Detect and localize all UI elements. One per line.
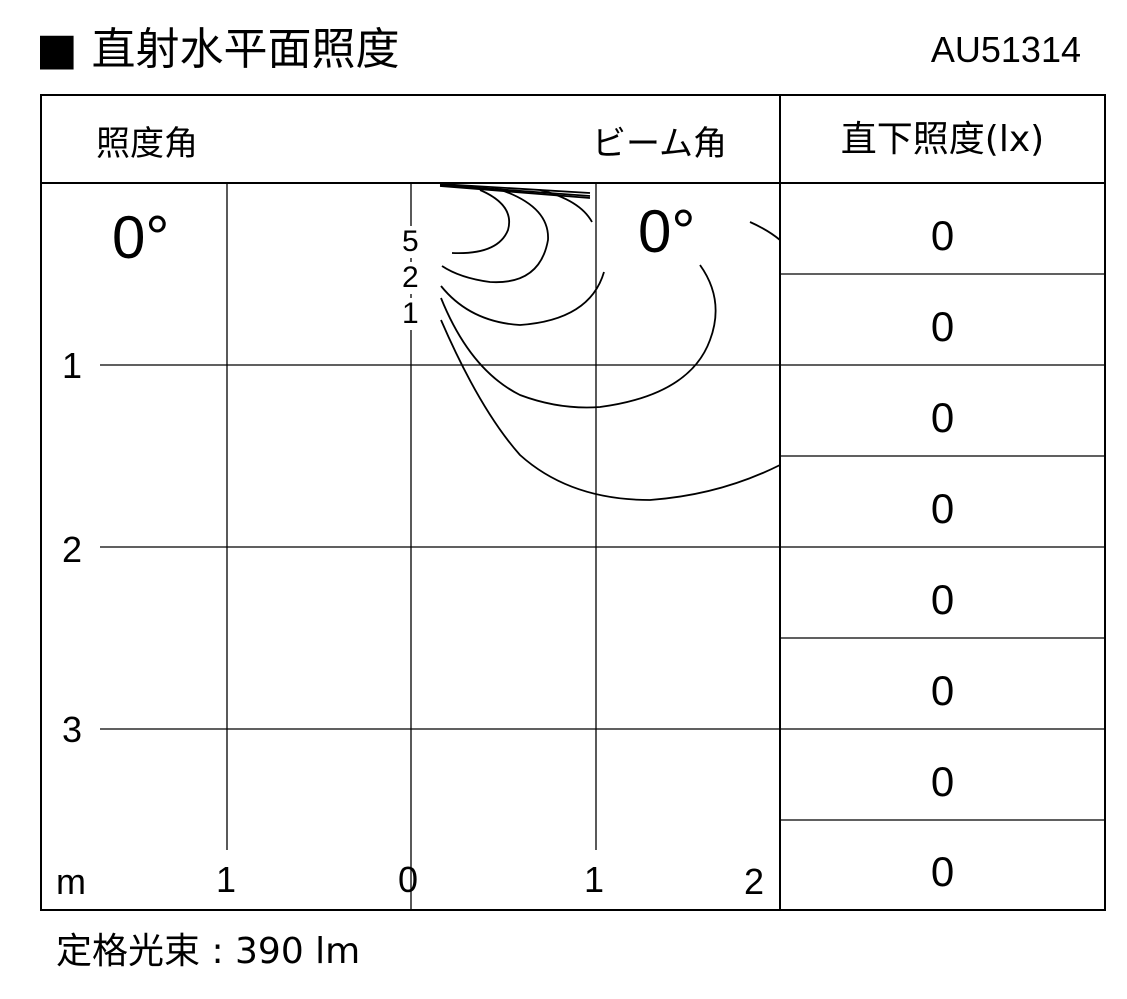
beam-angle-header: ビーム角 [592, 124, 727, 164]
contour-label: 2 [402, 261, 419, 294]
y-tick: 3 [62, 709, 83, 750]
contour-line [441, 187, 549, 284]
model-number: AU51314 [930, 29, 1081, 70]
y-tick: 2 [62, 529, 83, 570]
direct-illuminance-cell: 0 [930, 484, 955, 532]
contour-line [440, 319, 781, 501]
direct-illuminance-cell: 0 [930, 211, 955, 259]
x-tick: 2 [744, 861, 765, 902]
contour-line [439, 184, 591, 197]
direct-illuminance-cell: 0 [930, 847, 955, 895]
contour-label: 5 [402, 225, 419, 258]
page-title: ■ 直射水平面照度 [36, 24, 400, 75]
contours [439, 183, 781, 501]
contour-line [440, 264, 717, 409]
y-tick: 1 [62, 345, 83, 386]
direct-illuminance-cell: 0 [930, 393, 955, 441]
rated-luminous-flux: 定格光束 : 390 lm [56, 931, 361, 972]
unit-label: m [56, 861, 86, 902]
outer-frame [40, 94, 1106, 911]
x-tick: 0 [398, 859, 419, 900]
illuminance-angle-header: 照度角 [96, 124, 198, 164]
contour-line [440, 271, 605, 326]
direct-illuminance-cell: 0 [930, 575, 955, 623]
contour-line [451, 189, 510, 255]
contour-line [439, 185, 591, 199]
direct-illuminance-cell: 0 [930, 666, 955, 714]
contour-line [539, 189, 593, 223]
illuminance-angle-value: 0° [112, 204, 170, 271]
beam-angle-value: 0° [638, 198, 696, 265]
direct-illuminance-cell: 0 [930, 757, 955, 805]
contour-line [749, 221, 781, 241]
grid [100, 183, 1105, 910]
contour-label: 1 [402, 297, 419, 330]
x-tick: 1 [216, 859, 237, 900]
contour-line [439, 183, 591, 194]
direct-illuminance-cell: 0 [930, 302, 955, 350]
x-tick: 1 [584, 859, 605, 900]
direct-illuminance-header: 直下照度(lx) [840, 119, 1045, 160]
